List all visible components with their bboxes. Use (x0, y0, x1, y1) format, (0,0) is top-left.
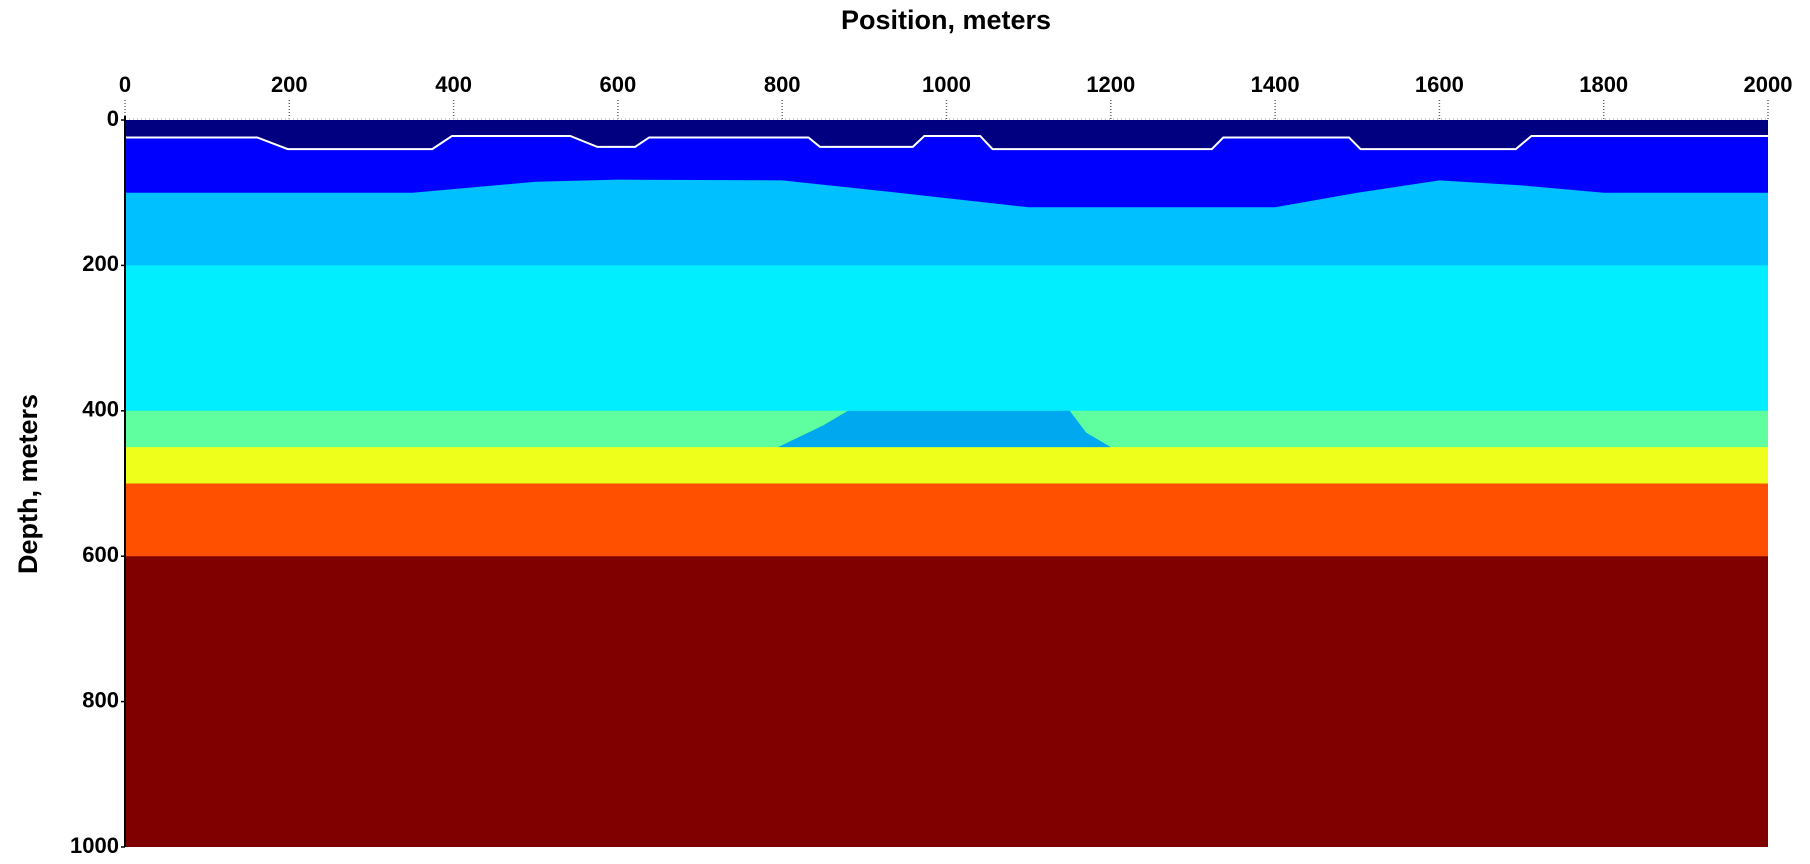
x-tick-label: 1800 (1579, 72, 1628, 97)
x-tick-label: 1000 (922, 72, 971, 97)
y-tick-label: 200 (82, 251, 119, 276)
layer (125, 556, 1768, 847)
x-tick-label: 600 (600, 72, 637, 97)
chart: Position, meters Depth, meters 0 200 400 60… (0, 0, 1810, 859)
x-tick-label: 400 (435, 72, 472, 97)
x-tick-label: 1200 (1086, 72, 1135, 97)
y-axis-title: Depth, meters (13, 394, 43, 574)
y-tick-label: 800 (82, 687, 119, 712)
y-tick-label: 600 (82, 542, 119, 567)
x-tick-label: 200 (271, 72, 308, 97)
y-tick-label: 0 (107, 106, 119, 131)
x-tick-label: 0 (119, 72, 131, 97)
x-tick-label: 2000 (1744, 72, 1793, 97)
y-tick-label: 1000 (70, 833, 119, 858)
x-tick-label: 1600 (1415, 72, 1464, 97)
x-axis-title: Position, meters (841, 5, 1051, 35)
x-tick-label: 800 (764, 72, 801, 97)
y-tick-label: 400 (82, 397, 119, 422)
x-tick-label: 1400 (1251, 72, 1300, 97)
